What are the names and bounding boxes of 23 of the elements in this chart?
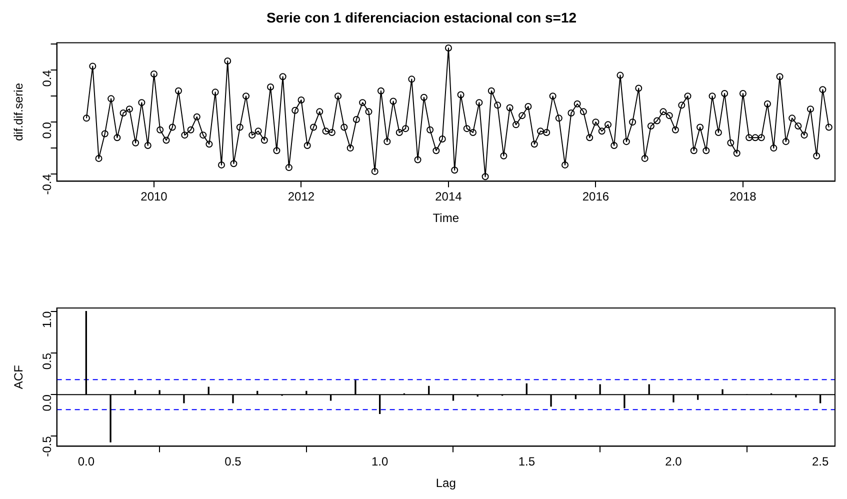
y-tick-label: 0.0 xyxy=(40,394,54,412)
x-tick-label: 1.5 xyxy=(518,454,536,469)
x-axis-title: Time xyxy=(432,211,460,226)
x-tick-label: 0.5 xyxy=(224,454,242,469)
y-axis-title: dif.dif.serie xyxy=(12,82,26,142)
x-tick-label: 2018 xyxy=(730,190,757,204)
y-axis-title: ACF xyxy=(12,365,26,390)
chart-title: Serie con 1 diferenciacion estacional con s=12 xyxy=(266,9,577,26)
x-tick-label: 2010 xyxy=(140,190,168,204)
x-tick-label: 1.0 xyxy=(371,454,388,469)
y-tick-label: 1.0 xyxy=(40,311,54,328)
x-tick-label: 2016 xyxy=(582,190,610,204)
y-tick-label: 0.5 xyxy=(40,352,54,370)
x-tick-label: 0.0 xyxy=(78,454,95,469)
y-tick-label: 0.0 xyxy=(40,122,54,139)
x-axis-title: Lag xyxy=(436,476,456,490)
x-tick-label: 2014 xyxy=(435,190,462,204)
y-tick-label: -0.5 xyxy=(40,436,54,457)
x-tick-label: 2.0 xyxy=(665,454,682,469)
x-tick-label: 2.5 xyxy=(812,454,829,469)
y-tick-label: -0.4 xyxy=(40,174,54,195)
y-tick-label: 0.4 xyxy=(40,70,54,87)
x-tick-label: 2012 xyxy=(288,190,315,204)
